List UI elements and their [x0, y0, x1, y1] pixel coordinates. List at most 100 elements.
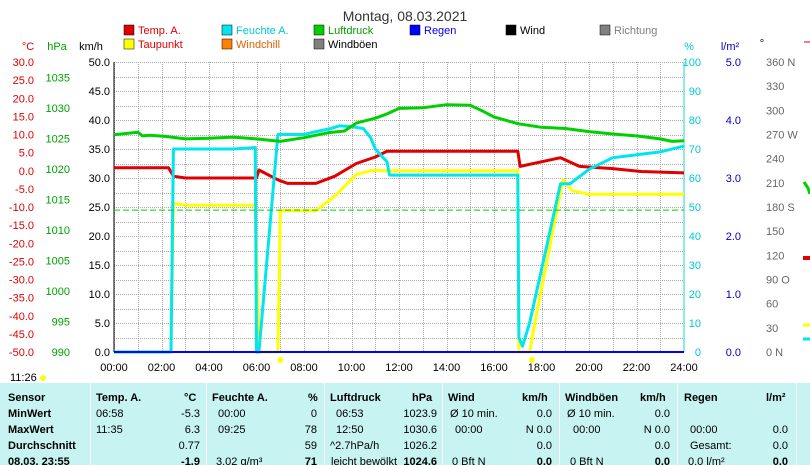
- wind-tick-label: 15.0: [89, 260, 110, 272]
- table-cell: 0.0: [772, 424, 788, 436]
- press-tick-label: 1035: [46, 72, 70, 84]
- temp-tick-label: 10.0: [13, 130, 34, 142]
- unit-temp: °C: [22, 41, 34, 53]
- humid-tick-label: 70: [689, 144, 701, 156]
- legend-swatch: [599, 24, 611, 36]
- summary-table: Sensor Temp. A. °C Feuchte A. % Luftdruc…: [0, 383, 810, 465]
- x-tick-label: 18:00: [528, 362, 556, 374]
- temp-tick-label: -25.0: [9, 256, 34, 268]
- table-cell: N 0.0: [643, 424, 670, 436]
- table-cell: N 0.0: [525, 424, 552, 436]
- header-humid-unit: %: [308, 392, 318, 404]
- table-cell: Ø 10 min.: [567, 408, 615, 420]
- header-press-unit: hPa: [412, 392, 433, 404]
- wind-tick-label: 5.0: [95, 318, 110, 330]
- table-cell: -1.9: [181, 456, 200, 465]
- dir-tick-label: 360 N: [766, 57, 795, 69]
- humid-tick-label: 0: [695, 347, 701, 359]
- table-cell: 0.0: [772, 456, 788, 465]
- weather-chart: Montag, 08.03.2021 °C hPa km/h% l/m² ° Temp. A…: [9, 8, 810, 383]
- rain-tick-label: 3.0: [726, 173, 741, 185]
- header-wind: Wind: [448, 392, 475, 404]
- legend-label: Regen: [424, 25, 456, 37]
- humid-tick-label: 10: [689, 318, 701, 330]
- humid-tick-label: 60: [689, 173, 701, 185]
- table-cell: 12:50: [336, 424, 364, 436]
- unit-rain: l/m²: [721, 41, 740, 53]
- row-label: Durchschnitt: [8, 440, 76, 452]
- series-line: [113, 103, 685, 143]
- x-tick-label: 16:00: [480, 362, 508, 374]
- x-tick-label: 12:00: [385, 362, 413, 374]
- table-cell: ^2.7hPa/h: [330, 440, 380, 452]
- legend-swatch: [505, 24, 517, 36]
- header-sensor: Sensor: [8, 392, 46, 404]
- series-line: [114, 149, 685, 185]
- wind-tick-label: 0.0: [95, 347, 110, 359]
- press-tick-label: 1020: [46, 164, 70, 176]
- table-cell: 0.0: [654, 440, 670, 452]
- table-cell: 00:00: [690, 424, 718, 436]
- table-cell: Gesamt:: [690, 440, 732, 452]
- table-cell: 0 Bft N: [570, 456, 604, 465]
- wind-tick-label: 25.0: [89, 202, 110, 214]
- wind-tick-label: 45.0: [89, 86, 110, 98]
- header-gust: Windböen: [565, 392, 619, 404]
- rain-tick-label: 5.0: [726, 57, 741, 69]
- row-label: 08.03. 23:55: [8, 456, 70, 465]
- x-tick-label: 14:00: [433, 362, 461, 374]
- series-line: [114, 124, 685, 354]
- table-cell: 1024.6: [403, 456, 437, 465]
- row-label: MaxWert: [8, 424, 54, 436]
- dir-tick-label: 30: [766, 323, 778, 335]
- x-tick-label: 08:00: [290, 362, 318, 374]
- legend-swatch: [123, 38, 135, 50]
- table-cell: 0: [310, 408, 317, 420]
- table-cell: 0 Bft N: [452, 456, 486, 465]
- table-cell: 6.3: [184, 424, 200, 436]
- table-cell: 00:00: [573, 424, 601, 436]
- sun-marker: [40, 375, 46, 381]
- table-cell: 00:00: [455, 424, 483, 436]
- header-gust-unit: km/h: [640, 392, 666, 404]
- table-cell: 06:58: [96, 408, 124, 420]
- dir-tick-label: 210: [766, 178, 784, 190]
- legend-label: Richtung: [614, 25, 657, 37]
- temp-tick-label: -35.0: [9, 293, 34, 305]
- humid-tick-label: 100: [683, 57, 701, 69]
- table-divider: [796, 383, 797, 465]
- legend-swatch: [313, 24, 325, 36]
- temp-tick-label: -10.0: [9, 202, 34, 214]
- header-press: Luftdruck: [330, 392, 381, 404]
- press-tick-label: 1015: [46, 194, 70, 206]
- rain-tick-label: 1.0: [726, 289, 741, 301]
- table-cell: 1030.6: [403, 424, 437, 436]
- table-cell: 00:00: [218, 408, 246, 420]
- unit-dir: °: [760, 38, 764, 50]
- table-cell: 0.0: [536, 456, 552, 465]
- dir-tick-label: 120: [766, 250, 784, 262]
- table-cell: 11:35: [96, 424, 123, 436]
- temp-tick-label: 25.0: [13, 75, 34, 87]
- header-rain-unit: l/m²: [766, 392, 786, 404]
- table-divider: [442, 383, 443, 465]
- press-tick-label: 1000: [46, 286, 70, 298]
- table-cell: 1023.9: [403, 408, 437, 420]
- table-cell: -5.3: [181, 408, 200, 420]
- header-wind-unit: km/h: [522, 392, 548, 404]
- legend-swatch: [221, 24, 233, 36]
- table-divider: [90, 383, 91, 465]
- table-cell: 0.0: [654, 456, 670, 465]
- legend-swatch: [221, 38, 233, 50]
- dir-tick-label: 300: [766, 105, 784, 117]
- temp-tick-label: -20.0: [9, 238, 34, 250]
- wind-tick-label: 20.0: [89, 231, 110, 243]
- legend-label: Windchill: [236, 39, 280, 51]
- temp-tick-label: 30.0: [13, 57, 34, 69]
- rain-tick-label: 0.0: [726, 347, 741, 359]
- press-tick-label: 1025: [46, 133, 70, 145]
- wind-tick-label: 30.0: [89, 173, 110, 185]
- header-humid: Feuchte A.: [212, 392, 268, 404]
- table-cell: 0.0: [654, 408, 670, 420]
- edge-marker: [802, 181, 810, 195]
